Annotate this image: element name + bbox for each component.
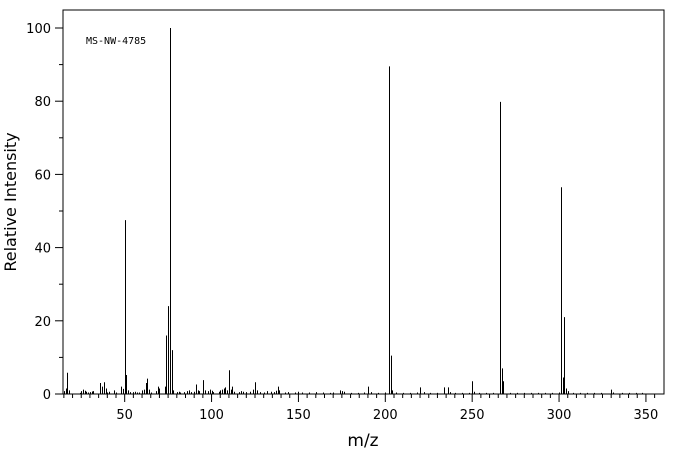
y-tick-label: 60 (34, 168, 51, 183)
plot-frame (62, 9, 665, 395)
x-axis: 50 100 150 200 250 300 350 (116, 394, 658, 423)
spectrum-id-annotation: MS-NW-4785 (86, 36, 146, 47)
x-axis-label: m/z (347, 431, 378, 451)
y-tick-label: 20 (34, 315, 51, 330)
y-tick-label: 80 (34, 95, 51, 110)
minor-ticks (59, 64, 656, 398)
peak-series (64, 28, 643, 394)
x-tick-label: 300 (547, 408, 572, 423)
x-tick-label: 50 (116, 408, 133, 423)
y-axis: 0 20 40 60 80 100 (26, 22, 63, 403)
x-tick-label: 350 (634, 408, 659, 423)
x-tick-label: 150 (286, 408, 311, 423)
x-tick-label: 200 (373, 408, 398, 423)
x-tick-label: 100 (199, 408, 224, 423)
y-tick-label: 100 (26, 22, 51, 37)
x-tick-label: 250 (460, 408, 485, 423)
y-tick-label: 0 (43, 388, 51, 403)
y-tick-label: 40 (34, 242, 51, 257)
y-axis-label: Relative Intensity (1, 132, 20, 271)
